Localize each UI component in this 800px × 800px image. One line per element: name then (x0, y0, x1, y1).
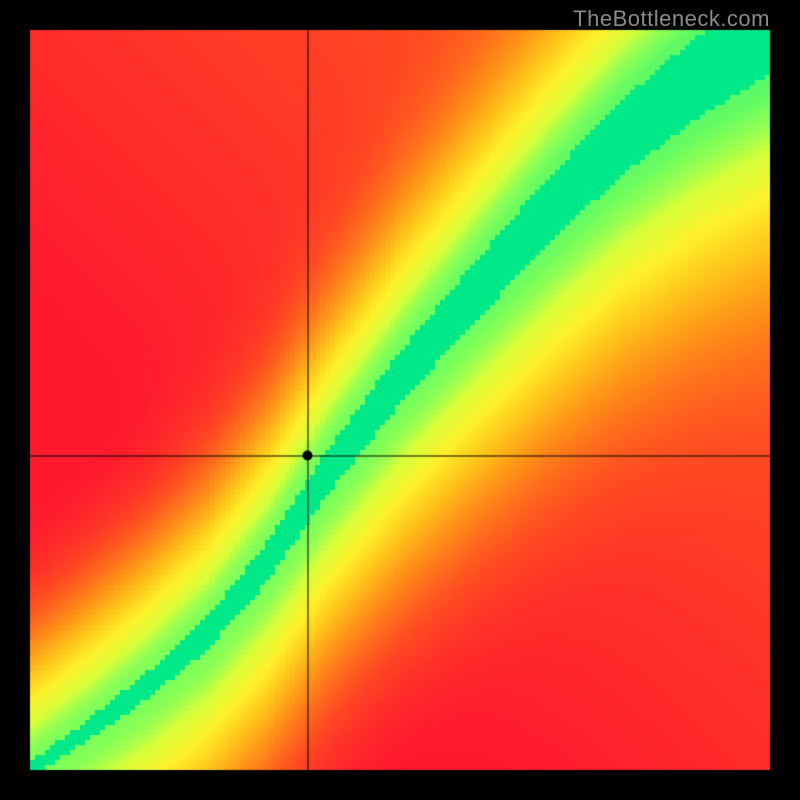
watermark-text: TheBottleneck.com (573, 6, 770, 32)
bottleneck-heatmap (0, 0, 800, 800)
